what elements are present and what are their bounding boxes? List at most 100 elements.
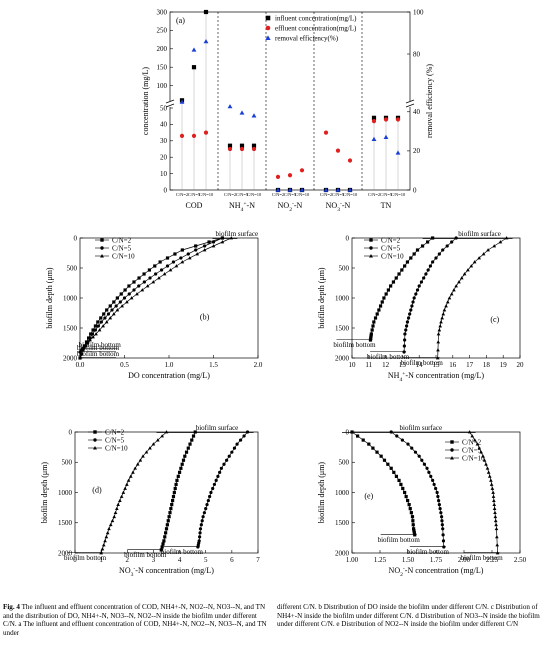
label-part: -N — [294, 201, 303, 210]
series-marker-d — [125, 482, 129, 486]
x-tick-label-c: 13 — [399, 361, 407, 369]
series-marker-e — [406, 498, 410, 503]
data-point-circle — [347, 158, 353, 163]
series-marker-d — [216, 474, 220, 478]
series-marker-b — [151, 280, 156, 284]
series-marker-c — [369, 334, 373, 338]
series-marker-d — [171, 498, 175, 503]
series-marker-b — [195, 252, 200, 256]
series-marker-c — [426, 268, 430, 272]
x-tick-label-c: 16 — [449, 361, 457, 369]
series-marker-e — [400, 438, 404, 442]
label-part: 4 — [241, 207, 244, 213]
series-line-c — [370, 237, 433, 341]
biofilm-bottom-label: biofilm bottom — [378, 536, 421, 544]
series-marker-b — [137, 284, 141, 288]
series-marker-b — [186, 252, 190, 256]
legend-marker-d — [93, 430, 97, 434]
axis-break-gap — [406, 101, 414, 107]
y-tick-label-a: 20 — [160, 154, 168, 162]
subgroup-label: C/N=2 — [320, 192, 332, 197]
series-marker-c — [403, 338, 407, 342]
series-marker-d — [190, 438, 194, 442]
series-marker-b — [105, 308, 109, 312]
series-marker-c — [452, 288, 456, 292]
series-marker-c — [380, 300, 384, 304]
series-marker-d — [121, 490, 126, 494]
y-tick-label-b: 0 — [74, 234, 78, 242]
series-marker-b — [125, 300, 129, 304]
series-marker-c — [404, 328, 408, 332]
caption-left: Fig. 4 The influent and effluent concent… — [3, 603, 271, 637]
x-tick-label-c: 15 — [433, 361, 441, 369]
series-marker-d — [131, 470, 135, 474]
y2-axis-title-a: removal efficiency (%) — [425, 64, 434, 138]
y-axis-title-e: biofilm depth (μm) — [317, 462, 326, 524]
legend-label-c: C/N=10 — [381, 252, 404, 260]
series-marker-c — [437, 328, 442, 332]
legend-label-c: C/N=2 — [381, 236, 401, 244]
series-marker-b — [79, 352, 84, 356]
panel-label-d: (d) — [92, 486, 102, 495]
series-marker-d — [151, 442, 156, 446]
series-marker-c — [420, 244, 425, 248]
label-part: 2 — [400, 572, 403, 578]
label-part: -N — [247, 201, 256, 210]
series-marker-c — [408, 312, 412, 316]
series-marker-c — [459, 276, 464, 280]
y-tick-label-b: 2000 — [63, 354, 78, 362]
series-marker-d — [199, 523, 203, 527]
y-tick-label-a: 300 — [157, 8, 168, 16]
series-marker-e — [409, 511, 413, 515]
y-tick-label-a: 40 — [160, 121, 168, 129]
series-marker-c — [431, 260, 435, 264]
data-point-circle — [287, 173, 293, 178]
panel-label-a: (a) — [176, 16, 185, 25]
series-marker-b — [132, 280, 136, 284]
series-marker-c — [373, 316, 378, 320]
data-point-triangle — [299, 187, 305, 192]
y-axis-title-a: concentration (mg/L) — [141, 67, 150, 136]
data-point-triangle — [227, 104, 233, 109]
series-marker-c — [469, 264, 474, 268]
series-marker-c — [444, 304, 448, 308]
series-marker-c — [382, 296, 386, 300]
y2-tick-label-a: 20 — [413, 147, 421, 155]
legend-label-c: C/N=5 — [381, 244, 401, 252]
series-marker-d — [198, 535, 202, 539]
series-marker-d — [193, 430, 197, 434]
x-tick-label-d: 4 — [178, 556, 182, 564]
series-marker-d — [179, 466, 183, 470]
series-marker-c — [481, 252, 486, 256]
label-part: NH — [388, 371, 400, 380]
x-tick-label-e: 2.25 — [486, 556, 499, 564]
series-marker-b — [174, 264, 179, 268]
series-marker-c — [409, 308, 413, 312]
series-marker-c — [410, 304, 414, 308]
series-marker-c — [394, 276, 398, 280]
biofilm-bottom-label: biofilm bottom — [460, 554, 503, 562]
series-marker-b — [119, 292, 123, 296]
legend-label-d: C/N=5 — [105, 436, 125, 444]
series-marker-e — [475, 442, 480, 446]
biofilm-bottom-label: biofilm bottom — [161, 548, 204, 556]
subgroup-label: C/N=10 — [343, 192, 358, 197]
label-part: -N — [342, 201, 351, 210]
y-tick-label-a: 50 — [160, 104, 168, 112]
series-marker-b — [142, 280, 146, 284]
series-marker-b — [135, 292, 139, 296]
x-tick-label-d: 7 — [256, 556, 260, 564]
subgroup-label: C/N=2 — [176, 192, 188, 197]
y-tick-label-c: 2000 — [335, 354, 350, 362]
series-marker-d — [148, 446, 152, 450]
y-tick-label-d: 1500 — [58, 519, 73, 527]
series-marker-c — [406, 316, 411, 320]
series-marker-b — [127, 292, 131, 296]
series-marker-d — [128, 474, 133, 478]
series-marker-e — [477, 446, 482, 450]
series-marker-d — [177, 470, 182, 474]
series-marker-e — [408, 507, 412, 511]
biofilm-bottom-label: biofilm bottom — [77, 344, 120, 352]
series-marker-e — [407, 503, 411, 507]
